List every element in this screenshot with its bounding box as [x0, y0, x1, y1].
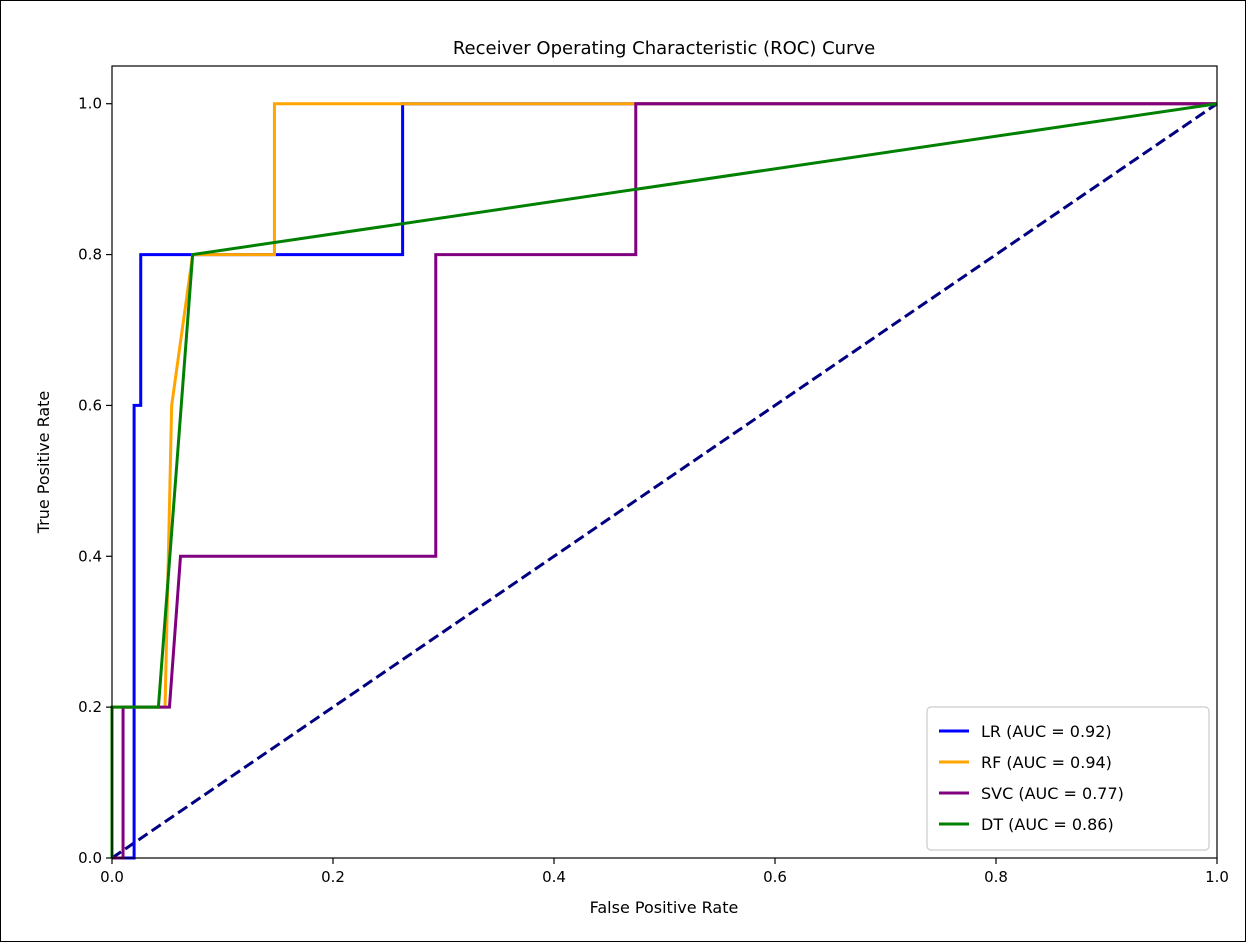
- x-tick-label: 0.0: [100, 868, 124, 886]
- legend-label: RF (AUC = 0.94): [981, 753, 1112, 772]
- x-axis-label: False Positive Rate: [590, 898, 739, 917]
- y-tick-label: 0.2: [78, 698, 102, 716]
- series-line-lr: [112, 102, 1217, 860]
- legend-label: DT (AUC = 0.86): [981, 815, 1114, 834]
- legend-box: [926, 706, 1210, 851]
- x-tick-label: 1.0: [1205, 868, 1229, 886]
- y-tick-label: 0.0: [78, 849, 102, 867]
- plot-border: [111, 65, 1218, 859]
- y-tick-label: 1.0: [78, 95, 102, 113]
- x-tick-label: 0.8: [984, 868, 1008, 886]
- chart-title: Receiver Operating Characteristic (ROC) …: [453, 38, 875, 59]
- y-axis-label: True Positive Rate: [34, 391, 53, 535]
- x-tick-label: 0.2: [321, 868, 345, 886]
- legend: LR (AUC = 0.92) RF (AUC = 0.94) SVC (AUC =…: [926, 706, 1210, 851]
- series-line-svc: [112, 102, 1217, 860]
- legend-label: LR (AUC = 0.92): [981, 722, 1112, 741]
- y-tick-label: 0.8: [78, 246, 102, 264]
- x-axis: 0.0 0.2 0.4 0.6 0.8 1.0: [100, 858, 1229, 886]
- legend-label: SVC (AUC = 0.77): [981, 784, 1124, 803]
- y-axis: 0.0 0.2 0.4 0.6 0.8 1.0: [78, 95, 112, 867]
- y-tick-label: 0.4: [78, 547, 102, 565]
- chance-diagonal-line: [111, 102, 1218, 860]
- x-tick-label: 0.4: [542, 868, 566, 886]
- y-tick-label: 0.6: [78, 396, 102, 414]
- x-tick-label: 0.6: [763, 868, 787, 886]
